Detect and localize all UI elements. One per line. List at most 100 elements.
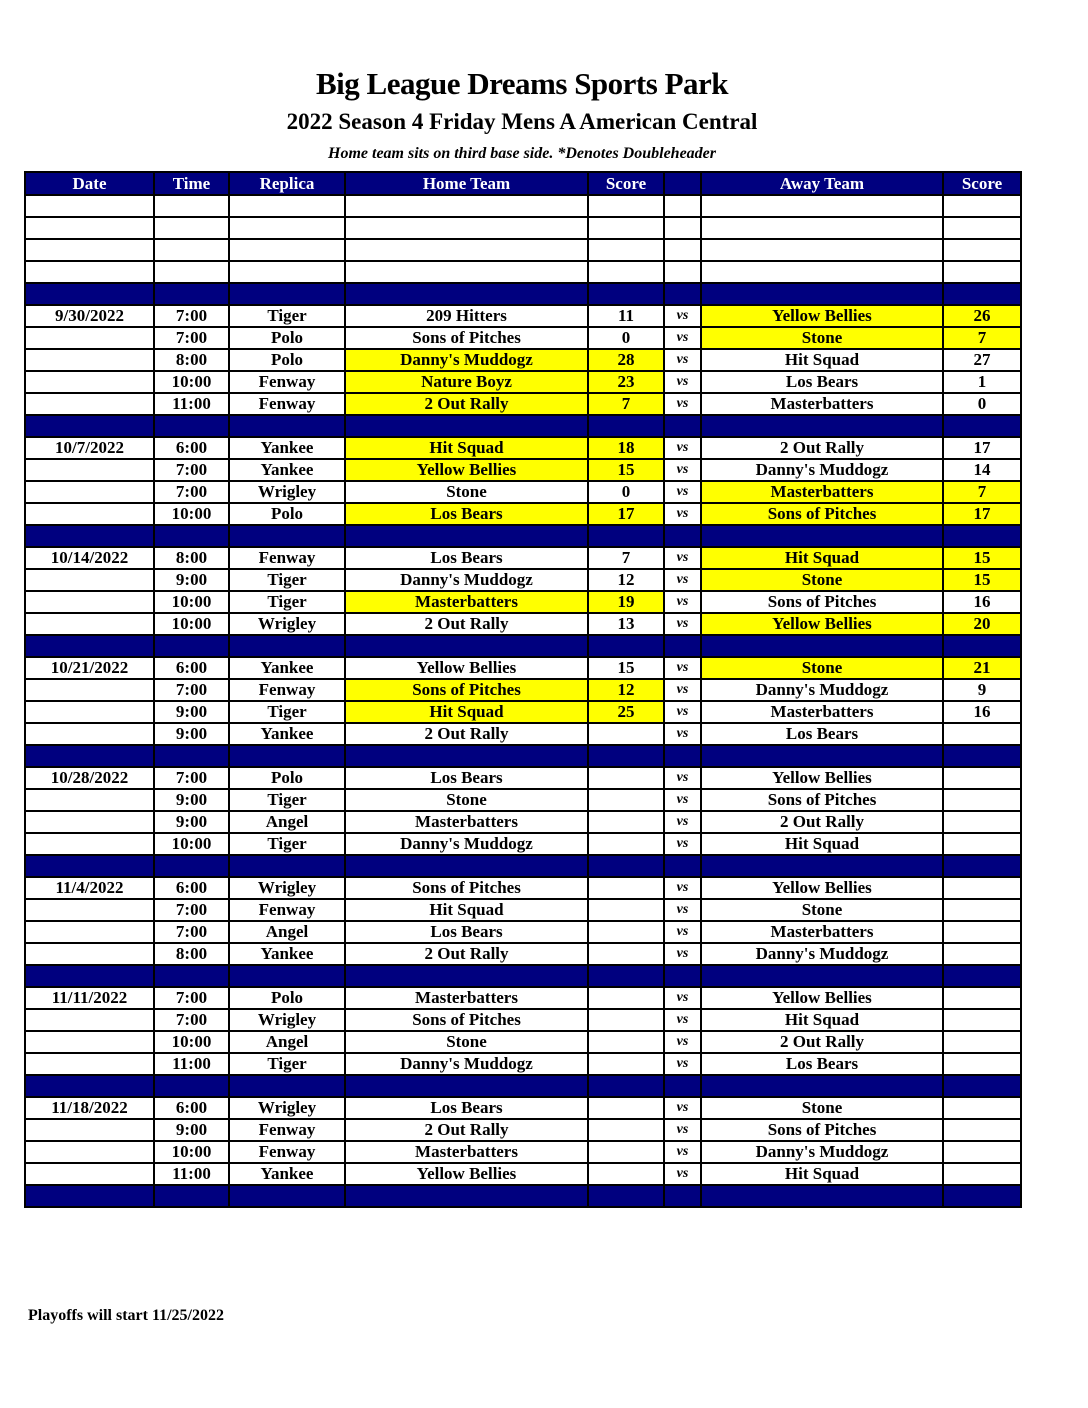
- home-score-cell: [587, 788, 665, 812]
- home-team-cell: Hit Squad: [344, 898, 589, 922]
- playoffs-note: Playoffs will start 11/25/2022: [28, 1307, 224, 1324]
- away-score-cell: [942, 810, 1022, 834]
- separator-cell: [228, 854, 346, 878]
- home-score-cell: 18: [587, 436, 665, 460]
- home-team-cell: Stone: [344, 1030, 589, 1054]
- vs-cell: vs: [663, 1030, 702, 1054]
- vs-cell: vs: [663, 436, 702, 460]
- game-row: 10:00 Wrigley 2 Out Rally 13 vs Yellow Bellie…: [24, 612, 1022, 636]
- vs-cell: vs: [663, 392, 702, 416]
- schedule-table: Date Time Replica Home Team Score Away T…: [24, 171, 1022, 1208]
- away-team-cell: Los Bears: [700, 370, 944, 394]
- vs-cell: vs: [663, 546, 702, 570]
- date-cell: 11/4/2022: [24, 876, 155, 900]
- away-team-cell: Stone: [700, 326, 944, 350]
- separator-cell: [587, 744, 665, 768]
- separator-cell: [663, 524, 702, 548]
- separator-cell: [153, 524, 230, 548]
- time-cell: 7:00: [153, 1008, 230, 1032]
- empty-row: [24, 194, 1022, 218]
- away-score-cell: 16: [942, 590, 1022, 614]
- home-score-cell: [587, 832, 665, 856]
- separator-cell: [700, 964, 944, 988]
- replica-cell: Angel: [228, 1030, 346, 1054]
- vs-cell: vs: [663, 304, 702, 328]
- game-row: 10:00 Polo Los Bears 17 vs Sons of Pitches 17: [24, 502, 1022, 526]
- home-team-cell: Los Bears: [344, 1096, 589, 1120]
- separator-cell: [153, 414, 230, 438]
- date-cell: [24, 1140, 155, 1164]
- replica-cell: Polo: [228, 348, 346, 372]
- home-score-cell: 12: [587, 678, 665, 702]
- separator-cell: [228, 414, 346, 438]
- empty-cell: [153, 238, 230, 262]
- separator-cell: [24, 634, 155, 658]
- away-team-cell: Yellow Bellies: [700, 612, 944, 636]
- away-score-cell: [942, 986, 1022, 1010]
- separator-cell: [228, 1074, 346, 1098]
- time-cell: 6:00: [153, 436, 230, 460]
- time-cell: 10:00: [153, 832, 230, 856]
- away-team-cell: Sons of Pitches: [700, 1118, 944, 1142]
- away-team-cell: Hit Squad: [700, 832, 944, 856]
- home-score-cell: [587, 986, 665, 1010]
- separator-cell: [663, 744, 702, 768]
- empty-cell: [587, 260, 665, 284]
- home-team-cell: Nature Boyz: [344, 370, 589, 394]
- replica-cell: Yankee: [228, 942, 346, 966]
- replica-cell: Fenway: [228, 1140, 346, 1164]
- game-row: 7:00 Polo Sons of Pitches 0 vs Stone 7: [24, 326, 1022, 350]
- separator-row: [24, 282, 1022, 306]
- separator-cell: [587, 854, 665, 878]
- time-cell: 9:00: [153, 810, 230, 834]
- home-team-cell: Yellow Bellies: [344, 656, 589, 680]
- vs-cell: vs: [663, 1052, 702, 1076]
- date-cell: [24, 810, 155, 834]
- separator-cell: [24, 854, 155, 878]
- game-row: 7:00 Wrigley Stone 0 vs Masterbatters 7: [24, 480, 1022, 504]
- empty-cell: [228, 260, 346, 284]
- game-row: 10:00 Angel Stone vs 2 Out Rally: [24, 1030, 1022, 1054]
- replica-cell: Yankee: [228, 656, 346, 680]
- game-row: 10:00 Tiger Masterbatters 19 vs Sons of Pitch…: [24, 590, 1022, 614]
- home-team-cell: Sons of Pitches: [344, 1008, 589, 1032]
- separator-cell: [153, 964, 230, 988]
- vs-cell: vs: [663, 986, 702, 1010]
- replica-cell: Tiger: [228, 1052, 346, 1076]
- empty-row: [24, 216, 1022, 240]
- away-score-cell: 21: [942, 656, 1022, 680]
- away-team-cell: Stone: [700, 1096, 944, 1120]
- date-cell: [24, 370, 155, 394]
- vs-cell: vs: [663, 568, 702, 592]
- away-team-cell: Hit Squad: [700, 348, 944, 372]
- date-cell: [24, 1162, 155, 1186]
- home-score-cell: [587, 722, 665, 746]
- replica-cell: Wrigley: [228, 480, 346, 504]
- vs-cell: vs: [663, 898, 702, 922]
- away-team-cell: Stone: [700, 656, 944, 680]
- date-cell: 11/11/2022: [24, 986, 155, 1010]
- time-cell: 7:00: [153, 326, 230, 350]
- game-row: 11:00 Tiger Danny's Muddogz vs Los Bears: [24, 1052, 1022, 1076]
- home-team-cell: Danny's Muddogz: [344, 568, 589, 592]
- time-cell: 9:00: [153, 1118, 230, 1142]
- date-cell: [24, 1030, 155, 1054]
- game-row: 10/14/2022 8:00 Fenway Los Bears 7 vs Hit Squa…: [24, 546, 1022, 570]
- away-score-cell: [942, 1140, 1022, 1164]
- away-team-cell: Stone: [700, 568, 944, 592]
- replica-cell: Polo: [228, 502, 346, 526]
- time-cell: 9:00: [153, 700, 230, 724]
- away-team-cell: Sons of Pitches: [700, 502, 944, 526]
- away-score-cell: 0: [942, 392, 1022, 416]
- empty-cell: [24, 260, 155, 284]
- replica-cell: Fenway: [228, 392, 346, 416]
- replica-cell: Polo: [228, 766, 346, 790]
- away-score-cell: [942, 1118, 1022, 1142]
- separator-cell: [587, 1184, 665, 1208]
- replica-cell: Fenway: [228, 1118, 346, 1142]
- home-score-cell: 7: [587, 392, 665, 416]
- away-team-cell: Danny's Muddogz: [700, 678, 944, 702]
- vs-cell: vs: [663, 942, 702, 966]
- replica-cell: Wrigley: [228, 1096, 346, 1120]
- time-cell: 10:00: [153, 612, 230, 636]
